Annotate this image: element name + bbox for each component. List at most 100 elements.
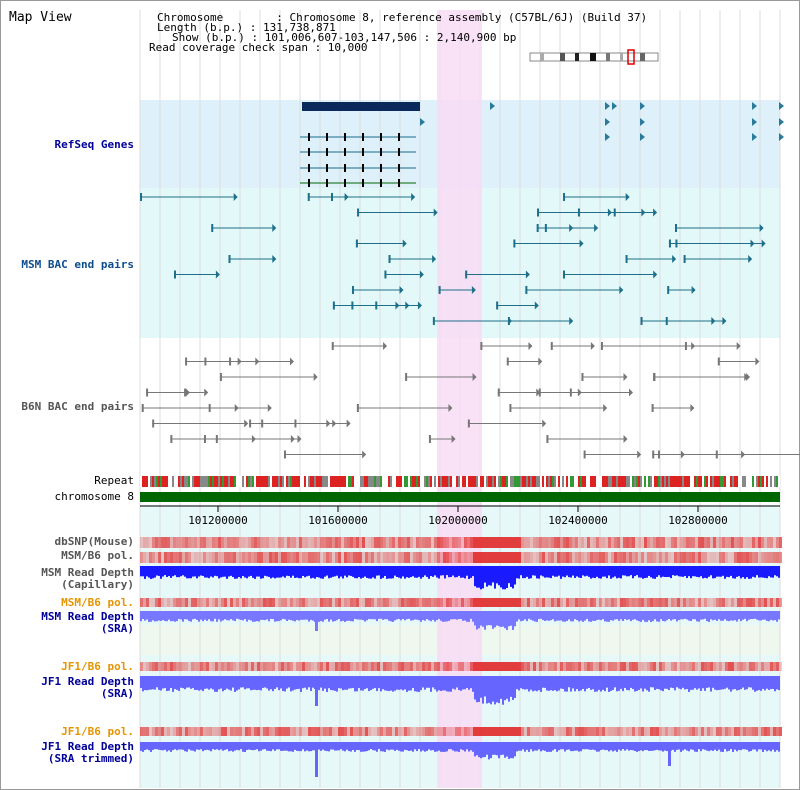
heat-cell [347, 662, 350, 671]
depth-bar [660, 676, 662, 691]
repeat-segment [776, 476, 778, 487]
heat-cell [743, 537, 746, 548]
heat-cell [251, 662, 254, 671]
depth-bar [764, 611, 766, 620]
heat-cell [587, 552, 590, 563]
repeat-segment [688, 476, 690, 487]
repeat-segment [630, 476, 632, 487]
depth-bar [776, 676, 778, 690]
bac-end [215, 435, 218, 443]
heat-cell [452, 662, 455, 671]
refseq-genes-label[interactable]: RefSeq Genes [54, 138, 134, 151]
depth-bar [146, 676, 148, 691]
depth-bar [716, 676, 718, 691]
depth-bar [698, 611, 700, 622]
depth-bar [412, 566, 414, 577]
repeat-segment [644, 476, 646, 487]
heat-cell [365, 537, 368, 548]
depth-bar [634, 611, 636, 620]
heat-cell [575, 598, 578, 607]
heat-cell [659, 598, 662, 607]
depth-bar [226, 566, 228, 579]
heat-cell [344, 598, 347, 607]
heat-cell [383, 662, 386, 671]
heat-cell [653, 662, 656, 671]
b6n-bac-label[interactable]: B6N BAC end pairs [21, 400, 134, 413]
heat-cell [212, 598, 215, 607]
exon-mark [344, 148, 346, 156]
exon-mark [326, 164, 328, 172]
heat-cell [695, 552, 698, 563]
heat-cell [347, 537, 350, 548]
depth-bar [698, 566, 700, 578]
repeat-segment [750, 476, 752, 487]
repeat-segment [678, 476, 680, 487]
depth-bar [614, 611, 616, 620]
heat-cell [542, 727, 545, 736]
repeat-segment [768, 476, 770, 487]
heat-cell [563, 727, 566, 736]
depth-bar [480, 611, 482, 626]
repeat-segment [370, 476, 372, 487]
repeat-segment [246, 476, 248, 487]
heat-cell [338, 598, 341, 607]
heat-cell [677, 727, 680, 736]
depth-bar [418, 611, 420, 621]
repeat-segment [376, 476, 378, 487]
heat-cell [641, 537, 644, 548]
heat-cell [467, 537, 470, 548]
depth-bar [332, 676, 334, 691]
depth-bar [628, 676, 630, 691]
depth-bar [682, 676, 684, 688]
heat-cell [590, 662, 593, 671]
heat-cell [557, 598, 560, 607]
exon-mark [398, 133, 400, 141]
depth-bar [326, 611, 328, 620]
depth-bar [632, 611, 634, 620]
heat-cell [299, 598, 302, 607]
heat-cell [749, 598, 752, 607]
heat-cell [626, 662, 629, 671]
depth-bar [422, 676, 424, 688]
repeat-segment [622, 476, 624, 487]
depth-bar [662, 676, 664, 692]
repeat-segment [582, 476, 584, 487]
heat-cell [290, 727, 293, 736]
bac-end [562, 270, 565, 279]
repeat-segment [322, 476, 324, 487]
repeat-segment [252, 476, 254, 487]
msm-bac-label[interactable]: MSM BAC end pairs [21, 258, 134, 271]
depth-bar [480, 742, 482, 759]
exon-mark [326, 179, 328, 187]
heat-cell [746, 552, 749, 563]
heat-cell [224, 662, 227, 671]
depth-bar [222, 566, 224, 577]
heat-cell [179, 727, 182, 736]
repeat-segment [612, 476, 614, 487]
depth-bar [394, 742, 396, 751]
depth-bar [434, 742, 436, 752]
depth-bar [326, 676, 328, 692]
depth-bar [628, 566, 630, 577]
depth-bar [422, 742, 424, 751]
heat-cell [164, 552, 167, 563]
depth-spike [315, 742, 318, 777]
heat-cell [599, 662, 602, 671]
depth-bar [658, 742, 660, 751]
heat-cell [218, 552, 221, 563]
depth-bar [374, 566, 376, 579]
repeat-segment [584, 476, 586, 487]
heat-cell [515, 598, 518, 607]
heat-cell [626, 727, 629, 736]
heat-cell [416, 727, 419, 736]
heat-cell [182, 552, 185, 563]
depth-bar [586, 676, 588, 689]
depth-bar [246, 742, 248, 750]
depth-bar [146, 611, 148, 620]
heat-cell [215, 662, 218, 671]
repeat-segment [628, 476, 630, 487]
depth-bar [414, 611, 416, 620]
depth-bar [178, 742, 180, 750]
depth-bar [578, 566, 580, 578]
